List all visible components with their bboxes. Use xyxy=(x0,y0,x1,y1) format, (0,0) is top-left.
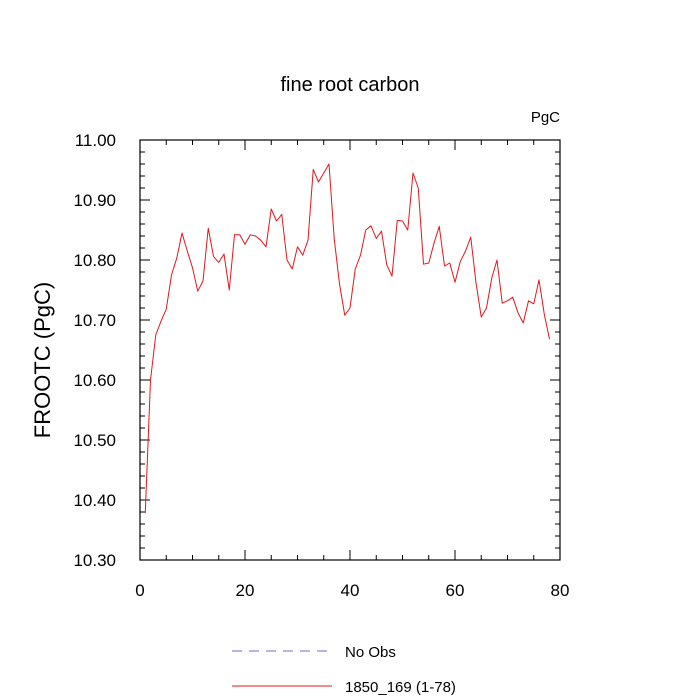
y-tick-label: 11.00 xyxy=(75,131,116,150)
series-layer xyxy=(144,163,550,514)
x-tick-label: 0 xyxy=(135,581,144,600)
x-tick-label: 40 xyxy=(341,581,360,600)
x-axis: 0 20 40 60 80 xyxy=(135,140,569,600)
y-tick-label: 10.40 xyxy=(73,491,116,510)
x-tick-label: 20 xyxy=(236,581,255,600)
y-tick-label: 10.60 xyxy=(73,371,116,390)
chart-title: fine root carbon xyxy=(281,74,420,96)
legend-label: No Obs xyxy=(345,644,396,661)
y-axis: 10.30 10.40 10.50 10.60 10.70 10.80 10.90 11.00 xyxy=(73,131,560,570)
legend: No Obs 1850_169 (1-78) xyxy=(232,644,456,696)
x-tick-label: 60 xyxy=(446,581,465,600)
y-tick-label: 10.70 xyxy=(73,311,116,330)
y-tick-label: 10.90 xyxy=(73,191,116,210)
x-tick-label: 80 xyxy=(551,581,570,600)
plot-frame xyxy=(139,139,561,561)
y-tick-label: 10.50 xyxy=(73,431,116,450)
y-axis-label: FROOTC (PgC) xyxy=(30,282,55,438)
y-tick-label: 10.30 xyxy=(73,551,116,570)
y-tick-label: 10.80 xyxy=(73,251,116,270)
legend-label: 1850_169 (1-78) xyxy=(345,679,456,696)
units-label: PgC xyxy=(531,109,560,126)
series-line xyxy=(144,163,550,514)
